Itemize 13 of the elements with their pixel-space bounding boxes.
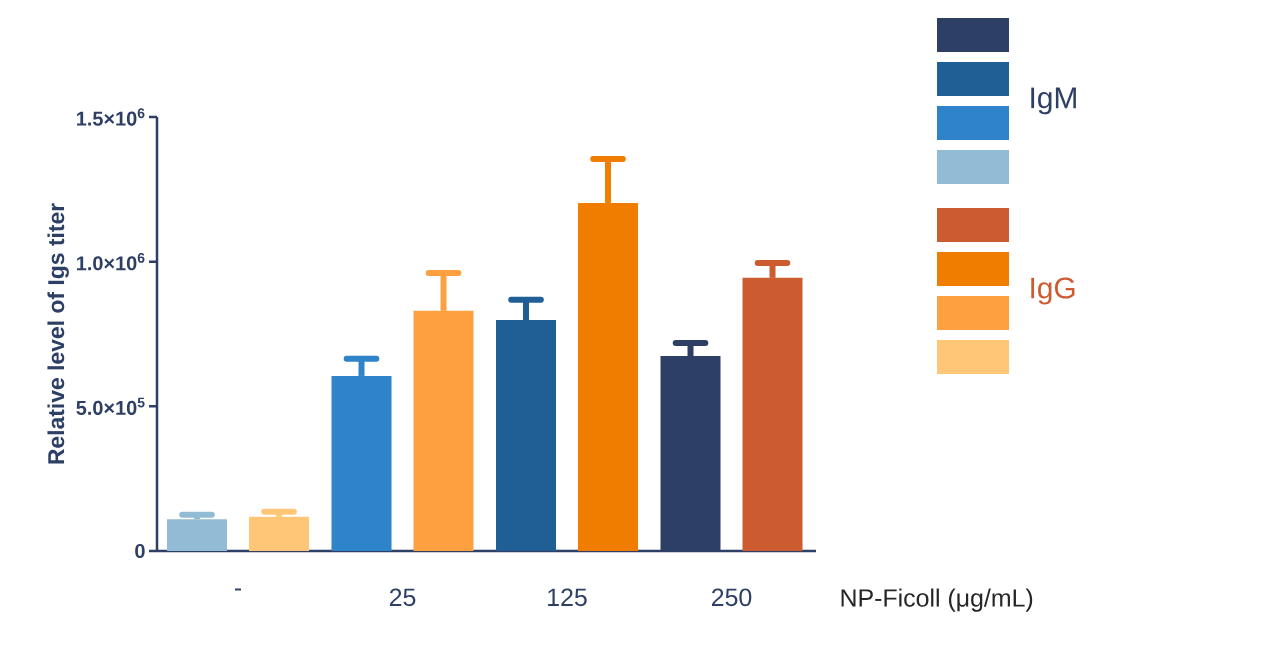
x-tick-label: - — [234, 588, 242, 591]
y-tick-label: 0 — [135, 543, 145, 559]
y-tick-label: 1.5×10$^{6}$ — [76, 108, 145, 126]
y-tick-label: 5.0×10$^{5}$ — [76, 397, 145, 415]
y-axis-title: Relative level of Igs titer — [47, 203, 69, 464]
y-tick-label: 1.0×10$^{6}$ — [76, 252, 145, 271]
x-tick-label: 125 — [548, 588, 587, 607]
x-axis-title: NP-Ficoll (μg/mL) — [841, 588, 1033, 612]
bar — [249, 516, 310, 551]
x-tick-label: 250 — [711, 588, 752, 607]
text: IgG — [1031, 277, 1075, 305]
text: IgM — [1031, 87, 1076, 115]
x-tick-label: 25 — [389, 588, 416, 607]
